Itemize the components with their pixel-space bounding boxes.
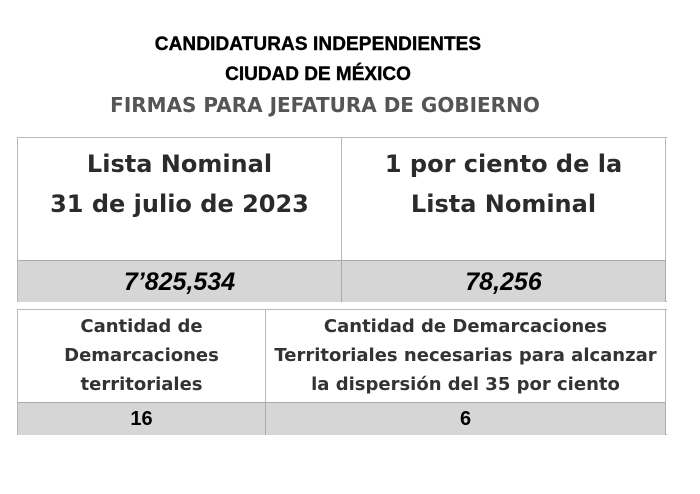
lista-nominal-value-cell: 7’825,534	[18, 260, 342, 302]
lista-nominal-header-line2: 31 de julio de 2023	[50, 190, 309, 218]
uno-por-ciento-header-line2: Lista Nominal	[410, 190, 597, 218]
uno-por-ciento-header-cell: 1 por ciento de la Lista Nominal	[342, 138, 666, 260]
demarcaciones-necesarias-header-cell: Cantidad de Demarcaciones Territoriales …	[266, 310, 666, 402]
uno-por-ciento-value: 78,256	[465, 268, 542, 296]
header-title-line1: CANDIDATURAS INDEPENDIENTES	[154, 34, 482, 55]
demarcaciones-necesarias-header-line1: Cantidad de Demarcaciones	[323, 316, 608, 337]
demarcaciones-table: Cantidad de Demarcaciones territoriales …	[17, 309, 667, 435]
lista-nominal-header-line1: Lista Nominal	[86, 150, 273, 178]
demarcaciones-value-cell: 16	[18, 402, 266, 435]
lista-nominal-table: Lista Nominal 31 de julio de 2023 1 por …	[17, 137, 667, 302]
uno-por-ciento-value-cell: 78,256	[342, 260, 666, 302]
demarcaciones-header-line2: Demarcaciones	[64, 345, 219, 366]
demarcaciones-header-line1: Cantidad de	[80, 316, 203, 337]
demarcaciones-necesarias-value: 6	[459, 408, 472, 430]
uno-por-ciento-header-line1: 1 por ciento de la	[384, 150, 623, 178]
demarcaciones-header-cell: Cantidad de Demarcaciones territoriales	[18, 310, 266, 402]
demarcaciones-value: 16	[130, 408, 153, 430]
demarcaciones-necesarias-header-line2: Territoriales necesarias para alcanzar	[274, 345, 657, 366]
demarcaciones-necesarias-value-cell: 6	[266, 402, 666, 435]
header-title-line2: CIUDAD DE MÉXICO	[225, 64, 411, 85]
header-subtitle: FIRMAS PARA JEFATURA DE GOBIERNO	[110, 93, 540, 117]
demarcaciones-header-line3: territoriales	[80, 374, 203, 395]
demarcaciones-necesarias-header-line3: la dispersión del 35 por ciento	[311, 374, 620, 395]
lista-nominal-header-cell: Lista Nominal 31 de julio de 2023	[18, 138, 342, 260]
lista-nominal-value: 7’825,534	[123, 268, 236, 296]
